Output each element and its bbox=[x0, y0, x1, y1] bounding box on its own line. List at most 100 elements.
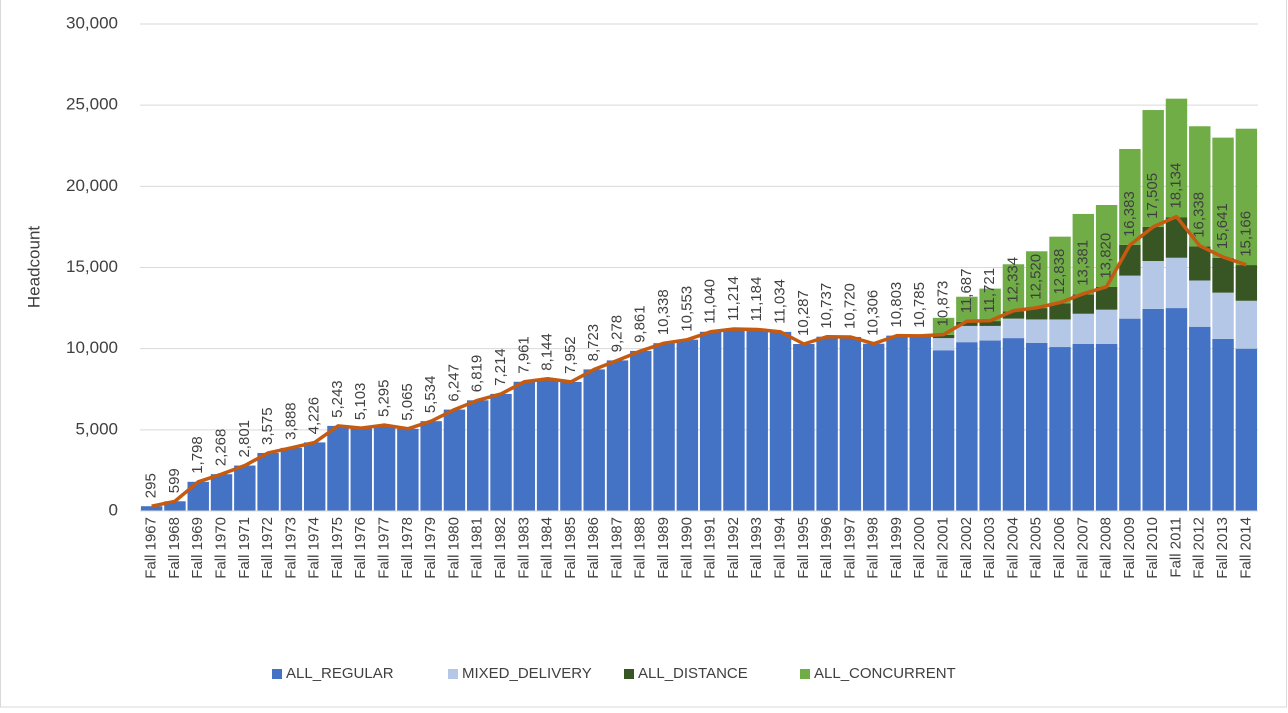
x-tick-label: Fall 1979 bbox=[422, 517, 439, 579]
x-tick-label: Fall 1993 bbox=[748, 517, 765, 579]
bar bbox=[583, 369, 605, 511]
bar bbox=[1026, 308, 1048, 320]
data-label: 7,214 bbox=[492, 348, 509, 386]
x-tick-label: Fall 1981 bbox=[469, 517, 486, 579]
bar bbox=[1235, 300, 1258, 349]
bar bbox=[932, 334, 955, 339]
x-tick-label: Fall 2011 bbox=[1167, 517, 1184, 578]
bar bbox=[280, 447, 303, 511]
data-label: 10,338 bbox=[655, 289, 672, 335]
bar bbox=[257, 452, 279, 511]
bar bbox=[1189, 246, 1211, 281]
data-label: 7,952 bbox=[562, 336, 579, 374]
bar bbox=[420, 421, 442, 511]
x-tick-label: Fall 2003 bbox=[981, 517, 998, 579]
x-tick-label: Fall 1980 bbox=[445, 517, 462, 579]
legend-label: MIXED_DELIVERY bbox=[462, 665, 592, 682]
legend-swatch bbox=[272, 669, 282, 679]
bar bbox=[327, 425, 349, 511]
legend-swatch bbox=[800, 669, 810, 679]
x-tick-label: Fall 1982 bbox=[492, 517, 509, 579]
x-tick-label: Fall 1997 bbox=[841, 517, 858, 579]
legend-label: ALL_CONCURRENT bbox=[814, 665, 956, 682]
data-label: 10,737 bbox=[818, 283, 835, 329]
bar bbox=[1119, 275, 1141, 319]
data-label: 11,040 bbox=[702, 279, 719, 324]
bar bbox=[862, 343, 885, 511]
bar bbox=[1026, 251, 1048, 309]
bar bbox=[769, 331, 792, 511]
x-tick-label: Fall 2008 bbox=[1098, 517, 1115, 579]
bar bbox=[956, 342, 978, 511]
x-tick-label: Fall 1967 bbox=[143, 517, 160, 579]
data-label: 17,505 bbox=[1144, 173, 1161, 219]
data-label: 10,287 bbox=[795, 290, 812, 336]
y-tick-label: 15,000 bbox=[66, 257, 118, 276]
x-tick-label: Fall 1975 bbox=[329, 517, 346, 579]
x-tick-label: Fall 1985 bbox=[562, 517, 579, 579]
x-tick-label: Fall 1991 bbox=[702, 517, 719, 579]
data-label: 16,338 bbox=[1191, 192, 1208, 238]
bar bbox=[932, 350, 955, 511]
bar bbox=[443, 409, 466, 511]
bar bbox=[1235, 128, 1258, 266]
data-label: 295 bbox=[143, 473, 160, 498]
x-tick-label: Fall 1971 bbox=[236, 517, 253, 579]
bar bbox=[979, 288, 1001, 322]
bar bbox=[723, 328, 745, 511]
bar bbox=[560, 381, 582, 511]
x-tick-label: Fall 2001 bbox=[935, 517, 952, 579]
bar bbox=[1072, 213, 1095, 295]
y-tick-label: 0 bbox=[109, 500, 118, 519]
y-tick-label: 30,000 bbox=[66, 13, 118, 32]
bar bbox=[1165, 257, 1188, 309]
bar bbox=[187, 481, 209, 511]
data-label: 5,295 bbox=[376, 379, 393, 417]
x-tick-label: Fall 2012 bbox=[1191, 517, 1208, 579]
data-label: 4,226 bbox=[306, 397, 323, 435]
data-label: 11,721 bbox=[981, 268, 998, 313]
bar bbox=[653, 343, 675, 511]
bar bbox=[1142, 308, 1164, 511]
bar bbox=[373, 425, 396, 511]
bar bbox=[210, 474, 233, 511]
legend-label: ALL_REGULAR bbox=[286, 665, 394, 682]
data-label: 11,034 bbox=[771, 279, 788, 324]
x-tick-label: Fall 1983 bbox=[515, 517, 532, 579]
bar bbox=[467, 400, 489, 511]
bar bbox=[1189, 326, 1211, 511]
bar bbox=[1049, 319, 1071, 348]
bar bbox=[1235, 348, 1258, 511]
x-tick-label: Fall 1974 bbox=[306, 517, 323, 579]
x-tick-label: Fall 2000 bbox=[911, 517, 928, 579]
bar bbox=[1142, 226, 1164, 262]
legend-swatch bbox=[624, 669, 634, 679]
data-label: 6,819 bbox=[469, 355, 486, 393]
bar bbox=[606, 360, 629, 511]
x-tick-label: Fall 2007 bbox=[1074, 517, 1091, 579]
data-label: 12,334 bbox=[1004, 257, 1021, 303]
x-tick-label: Fall 2010 bbox=[1144, 517, 1161, 579]
bar bbox=[979, 325, 1001, 341]
x-tick-label: Fall 1978 bbox=[399, 517, 416, 579]
x-tick-label: Fall 1995 bbox=[795, 517, 812, 579]
bar bbox=[1095, 309, 1118, 344]
bar bbox=[1142, 110, 1164, 227]
data-label: 6,247 bbox=[445, 364, 462, 402]
x-tick-label: Fall 2013 bbox=[1214, 517, 1231, 579]
bar bbox=[397, 428, 419, 511]
bar bbox=[1072, 313, 1095, 344]
bar bbox=[1119, 148, 1141, 245]
data-label: 10,306 bbox=[865, 290, 882, 336]
x-tick-label: Fall 2002 bbox=[958, 517, 975, 579]
bar bbox=[490, 393, 512, 511]
x-tick-label: Fall 1976 bbox=[352, 517, 369, 579]
x-tick-label: Fall 1970 bbox=[212, 517, 229, 579]
bar bbox=[1049, 347, 1071, 511]
bar bbox=[1212, 338, 1234, 511]
x-tick-label: Fall 2006 bbox=[1051, 517, 1068, 579]
bar bbox=[1026, 319, 1048, 343]
data-label: 8,723 bbox=[585, 324, 602, 362]
